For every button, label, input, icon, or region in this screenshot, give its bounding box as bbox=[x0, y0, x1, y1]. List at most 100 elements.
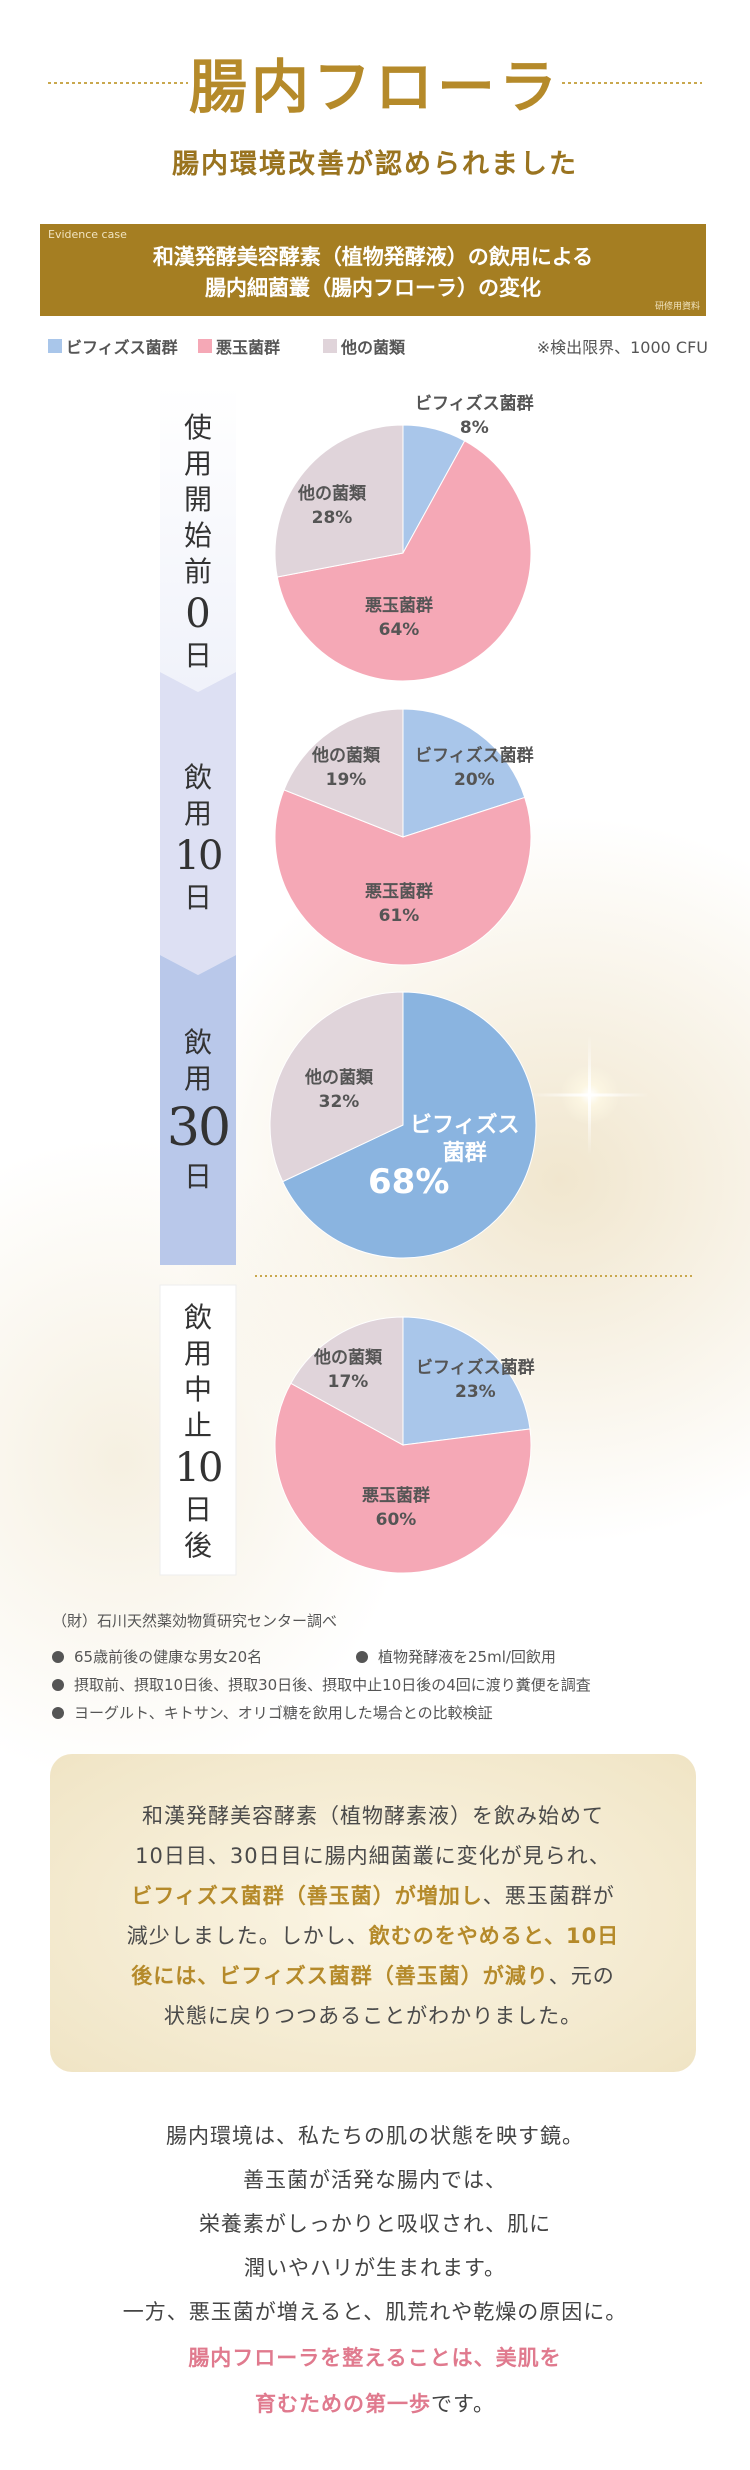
pie2-label-bifidus-value: 68% bbox=[368, 1162, 450, 1202]
bullet-item: 摂取前、摂取10日後、摂取30日後、摂取中止10日後の4回に渡り糞便を調査 bbox=[52, 1674, 591, 1695]
bullet-text: ヨーグルト、キトサン、オリゴ糖を飲用した場合との比較検証 bbox=[74, 1704, 493, 1722]
summary-text: 、元の bbox=[548, 1964, 615, 1988]
outro-line-2: 善玉菌が活発な腸内では、 bbox=[243, 2168, 507, 2192]
outro-line-1: 腸内環境は、私たちの肌の状態を映す鏡。 bbox=[166, 2124, 584, 2148]
summary-line-1: 和漢発酵美容酵素（植物酵素液）を飲み始めて bbox=[142, 1804, 604, 1828]
bullet-item: ヨーグルト、キトサン、オリゴ糖を飲用した場合との比較検証 bbox=[52, 1702, 493, 1723]
legend-label-other: 他の菌類 bbox=[341, 338, 406, 357]
summary-line-3: ビフィズス菌群（善玉菌）が増加し、悪玉菌群が bbox=[50, 1876, 696, 1916]
pie3-bad-name: 悪玉菌群 bbox=[362, 1486, 430, 1506]
bullet-item: 植物発酵液を25ml/回飲用 bbox=[356, 1646, 556, 1667]
pie0-bad-value: 64% bbox=[378, 620, 420, 640]
summary-highlight-decrease: 後には、ビフィズス菌群（善玉菌）が減り bbox=[131, 1964, 549, 1988]
outro-line-7: 育むための第一歩です。 bbox=[0, 2388, 750, 2418]
legend-item-bad: 悪玉菌群 bbox=[198, 334, 280, 358]
evidence-title-line2: 腸内細菌叢（腸内フローラ）の変化 bbox=[205, 276, 541, 300]
pie-slice bbox=[274, 1382, 532, 1574]
pie0-other-name: 他の菌類 bbox=[298, 484, 366, 504]
pie3-other-name: 他の菌類 bbox=[314, 1348, 382, 1368]
phase-char: 日 bbox=[183, 639, 212, 672]
phase-char: 止 bbox=[183, 1409, 212, 1442]
phase-char: 飲 bbox=[183, 761, 212, 794]
pie1-label-other: 他の菌類 19% bbox=[312, 744, 380, 792]
legend-label-bifidus: ビフィズス菌群 bbox=[66, 338, 178, 357]
timeline-segment-0 bbox=[160, 385, 236, 692]
bullet-dot bbox=[52, 1706, 64, 1719]
pie2-other-name: 他の菌類 bbox=[305, 1068, 373, 1088]
phase-char: 30 bbox=[166, 1098, 231, 1158]
title-row: 腸内フローラ bbox=[0, 40, 750, 121]
pie3-bifidus-name: ビフィズス菌群 bbox=[416, 1358, 535, 1378]
pie1-label-bifidus: ビフィズス菌群 20% bbox=[415, 744, 534, 792]
title-divider-right bbox=[562, 82, 702, 84]
summary-line-4: 減少しました。しかし、飲むのをやめると、10日 bbox=[50, 1916, 696, 1956]
legend-label-bad: 悪玉菌群 bbox=[216, 338, 281, 357]
timeline-segment-3 bbox=[159, 1284, 237, 1576]
phase-char: 用 bbox=[183, 1062, 212, 1095]
pie-slice bbox=[276, 440, 532, 682]
summary-card: 和漢発酵美容酵素（植物酵素液）を飲み始めて 10日目、30日目に腸内細菌叢に変化… bbox=[50, 1754, 696, 2072]
legend-swatch-bifidus bbox=[48, 339, 62, 353]
phase-char: 用 bbox=[183, 447, 212, 480]
summary-highlight-stop: 飲むのをやめると、10日 bbox=[368, 1924, 620, 1948]
pie-slice bbox=[269, 991, 404, 1183]
title-divider-left bbox=[48, 82, 188, 84]
bullet-dot bbox=[52, 1678, 64, 1691]
phase-char: 飲 bbox=[183, 1026, 212, 1059]
phase-char: 中 bbox=[183, 1373, 212, 1406]
pie0-label-other: 他の菌類 28% bbox=[298, 482, 366, 530]
pie-slice bbox=[281, 991, 537, 1259]
bullet-dot bbox=[356, 1650, 368, 1663]
pie1-bad-name: 悪玉菌群 bbox=[365, 882, 433, 902]
chart-legend: ビフィズス菌群 悪玉菌群 他の菌類 ※検出限界、1000 CFU bbox=[48, 334, 708, 358]
pie-chart-after-stop bbox=[274, 1316, 532, 1574]
pie3-label-bad: 悪玉菌群 60% bbox=[362, 1484, 430, 1532]
outro-text: です。 bbox=[431, 2392, 495, 2416]
pie0-bifidus-value: 8% bbox=[459, 418, 489, 438]
summary-text: 減少しました。しかし、 bbox=[126, 1924, 369, 1948]
phase-char: 日 bbox=[183, 881, 212, 914]
phase-char: 開 bbox=[183, 483, 212, 516]
summary-line-6: 状態に戻りつつあることがわかりました。 bbox=[163, 2004, 583, 2028]
pie0-label-bifidus: ビフィズス菌群 8% bbox=[415, 392, 534, 440]
pie-slice bbox=[283, 708, 404, 838]
timeline-segment-2 bbox=[160, 955, 236, 1265]
legend-item-bifidus: ビフィズス菌群 bbox=[48, 334, 178, 358]
summary-highlight-increase: ビフィズス菌群（善玉菌）が増加し bbox=[131, 1884, 483, 1908]
phase-char: 前 bbox=[183, 555, 212, 588]
legend-swatch-other bbox=[323, 339, 337, 353]
phase-char: 使 bbox=[183, 411, 212, 444]
outro-line-5: 一方、悪玉菌が増えると、肌荒れや乾燥の原因に。 bbox=[122, 2300, 628, 2324]
bullet-item: 65歳前後の健康な男女20名 bbox=[52, 1646, 262, 1667]
phase-char: 飲 bbox=[183, 1301, 212, 1334]
phase-char: 10 bbox=[174, 1445, 224, 1491]
evidence-title-line1: 和漢発酵美容酵素（植物発酵液）の飲用による bbox=[152, 245, 594, 269]
pie3-bifidus-value: 23% bbox=[454, 1382, 496, 1402]
pie-chart-day10 bbox=[274, 708, 532, 966]
page-title: 腸内フローラ bbox=[188, 53, 561, 121]
evidence-note: 研修用資料 bbox=[654, 302, 700, 312]
phase-char: 0 bbox=[185, 591, 211, 637]
pie0-label-bad: 悪玉菌群 64% bbox=[365, 594, 433, 642]
pie0-bifidus-name: ビフィズス菌群 bbox=[415, 394, 534, 414]
timeline-column bbox=[159, 385, 237, 1576]
legend-item-other: 他の菌類 bbox=[323, 334, 405, 358]
pie-slice bbox=[290, 1316, 404, 1446]
sparkle-decoration bbox=[560, 1035, 620, 1155]
timeline-segment-1 bbox=[160, 672, 236, 975]
bullet-dot bbox=[52, 1650, 64, 1663]
summary-text: 、悪玉菌群が bbox=[482, 1884, 615, 1908]
pie1-bifidus-value: 20% bbox=[453, 770, 495, 790]
page-subtitle: 腸内環境改善が認められました bbox=[172, 149, 578, 180]
phase-char: 用 bbox=[183, 1337, 212, 1370]
pie-slice bbox=[274, 424, 404, 578]
pie2-bifidus-name2: 菌群 bbox=[442, 1141, 487, 1166]
pie1-label-bad: 悪玉菌群 61% bbox=[365, 880, 433, 928]
phase-char: 10 bbox=[174, 833, 224, 879]
bullet-text: 摂取前、摂取10日後、摂取30日後、摂取中止10日後の4回に渡り糞便を調査 bbox=[74, 1676, 591, 1694]
source-credit: （財）石川天然薬効物質研究センター調べ bbox=[52, 1612, 338, 1630]
dotted-divider bbox=[255, 1275, 695, 1277]
pie1-bad-value: 61% bbox=[378, 906, 420, 926]
pie0-bad-name: 悪玉菌群 bbox=[365, 596, 433, 616]
legend-note: ※検出限界、1000 CFU bbox=[536, 338, 708, 357]
